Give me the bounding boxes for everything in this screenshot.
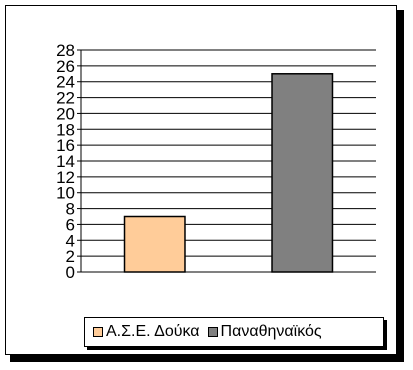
y-tick-label-9: 18 [56, 120, 75, 139]
y-tick-label-2: 4 [66, 231, 75, 250]
y-tick-label-11: 22 [56, 89, 75, 108]
legend-swatch-0 [93, 327, 103, 337]
y-tick-label-12: 24 [56, 73, 75, 92]
legend-label-0: Α.Σ.Ε. Δούκα [106, 323, 200, 340]
y-tick-label-8: 16 [56, 136, 75, 155]
y-tick-label-10: 20 [56, 104, 75, 123]
y-tick-label-5: 10 [56, 184, 75, 203]
bar-1 [271, 73, 334, 273]
y-tick-label-7: 14 [56, 152, 75, 171]
legend-swatch-1 [207, 327, 218, 337]
bars [123, 73, 334, 273]
legend: Α.Σ.Ε. Δούκα Παναθηναϊκός [84, 317, 384, 347]
legend-item-1: Παναθηναϊκός [207, 323, 322, 341]
legend-item-0: Α.Σ.Ε. Δούκα [93, 323, 200, 341]
chart-frame: 0 2 4 6 8 10 12 14 16 18 20 22 24 26 28 [5, 5, 397, 355]
y-tick-label-4: 8 [66, 200, 75, 219]
y-tick-label-3: 6 [66, 215, 75, 234]
y-tick-label-1: 2 [66, 247, 75, 266]
bar-0 [123, 215, 186, 273]
legend-label-1: Παναθηναϊκός [220, 323, 322, 340]
y-tick-label-0: 0 [66, 263, 75, 282]
y-tick-label-13: 26 [56, 57, 75, 76]
y-tick-label-14: 28 [56, 41, 75, 60]
y-tick-label-6: 12 [56, 168, 75, 187]
